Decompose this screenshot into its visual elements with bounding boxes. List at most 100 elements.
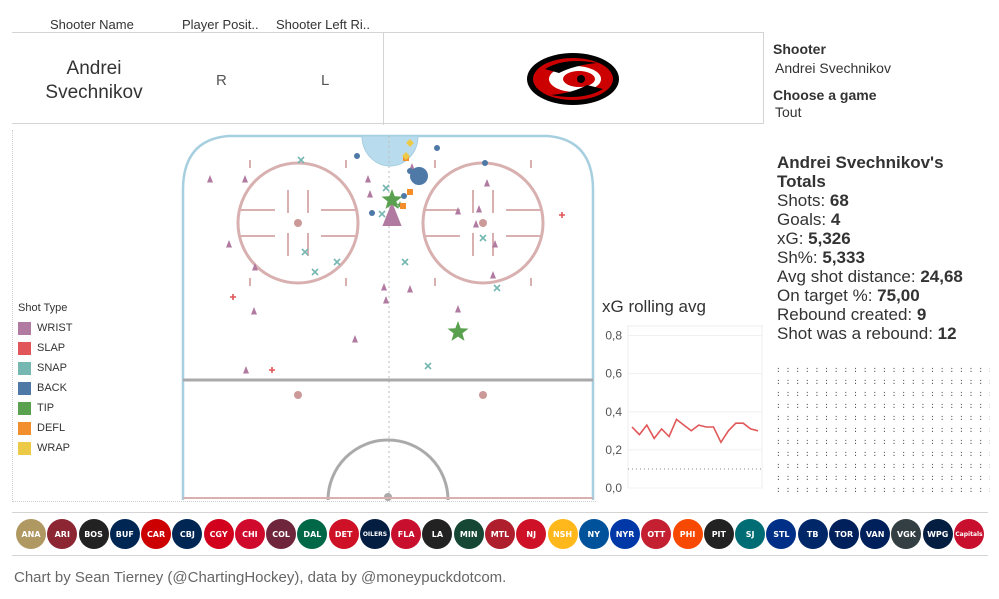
team-logo-mtl[interactable]: MTL [484, 519, 515, 549]
player-name-cell: Andrei Svechnikov [32, 57, 156, 105]
shot-marker-snap[interactable] [333, 258, 341, 266]
shot-marker-snap[interactable] [479, 234, 487, 242]
shot-marker-wrist[interactable] [455, 207, 461, 215]
shooter-filter-value[interactable]: Andrei Svechnikov [775, 60, 891, 76]
shot-marker-wrist[interactable] [352, 335, 358, 343]
shot-marker-snap[interactable] [297, 156, 305, 164]
totals-value: 12 [937, 324, 957, 343]
shot-marker-defl[interactable] [407, 189, 413, 195]
shot-marker-back[interactable] [482, 160, 488, 166]
team-logo-dal[interactable]: DAL [297, 519, 328, 549]
shot-marker-back[interactable] [434, 145, 440, 151]
legend-item-tip[interactable]: TIP [18, 398, 72, 418]
shot-marker-wrist[interactable] [383, 296, 389, 304]
shot-marker-back[interactable] [410, 167, 428, 185]
shot-marker-tip[interactable] [381, 189, 403, 209]
team-logo-nsh[interactable]: NSH [547, 519, 578, 549]
legend-item-defl[interactable]: DEFL [18, 418, 72, 438]
shot-marker-wrist[interactable] [484, 179, 490, 187]
shot-marker-wrist[interactable] [367, 190, 373, 198]
col-header-shooter-side[interactable]: Shooter Left Ri.. [276, 17, 370, 32]
shot-marker-snap[interactable] [382, 184, 390, 192]
col-header-player-position[interactable]: Player Posit.. [182, 17, 259, 32]
team-logo-cbj[interactable]: CBJ [172, 519, 203, 549]
team-logo-van[interactable]: VAN [860, 519, 891, 549]
series-line[interactable] [631, 418, 759, 444]
shot-marker-wrist[interactable] [226, 240, 232, 248]
legend-item-slap[interactable]: SLAP [18, 338, 72, 358]
shot-marker-wrist[interactable] [207, 175, 213, 183]
shot-marker-snap[interactable] [301, 248, 309, 256]
team-logo-ott[interactable]: OTT [641, 519, 672, 549]
team-logo-wpg[interactable]: WPG [922, 519, 953, 549]
team-logo-vgk[interactable]: VGK [891, 519, 922, 549]
legend-item-wrap[interactable]: WRAP [18, 438, 72, 458]
team-logo-nyr[interactable]: NYR [610, 519, 641, 549]
shot-marker-back[interactable] [354, 153, 360, 159]
team-logo-cgy[interactable]: CGY [203, 519, 234, 549]
totals-label: Goals: [777, 210, 831, 229]
shot-marker-wrist[interactable] [492, 240, 498, 248]
shot-marker-wrap[interactable] [402, 152, 410, 160]
shot-marker-wrist[interactable] [242, 175, 248, 183]
shot-marker-wrist[interactable] [243, 366, 249, 374]
team-logo-nj[interactable]: NJ [516, 519, 547, 549]
shot-marker-wrist[interactable] [252, 263, 258, 271]
shot-marker-snap[interactable] [401, 258, 409, 266]
team-logo-buf[interactable]: BUF [109, 519, 140, 549]
shot-marker-wrist[interactable] [473, 220, 479, 228]
shot-marker-wrist[interactable] [365, 175, 371, 183]
totals-label: Avg shot distance: [777, 267, 921, 286]
legend-label: DEFL [37, 422, 66, 434]
team-logo-sj[interactable]: SJ [735, 519, 766, 549]
legend-swatch [18, 421, 31, 435]
shot-marker-snap[interactable] [493, 284, 501, 292]
team-logo-ana[interactable]: ANA [16, 519, 46, 549]
shot-marker-slap[interactable] [559, 212, 565, 218]
team-logo-min[interactable]: MIN [453, 519, 484, 549]
team-logo-bos[interactable]: BOS [78, 519, 109, 549]
rink-panel [12, 130, 596, 502]
col-header-shooter-name[interactable]: Shooter Name [50, 17, 134, 32]
shot-marker-back[interactable] [401, 193, 407, 199]
team-logo-pit[interactable]: PIT [703, 519, 734, 549]
legend-item-back[interactable]: BACK [18, 378, 72, 398]
team-logo-ari[interactable]: ARI [47, 519, 78, 549]
legend-item-wrist[interactable]: WRIST [18, 318, 72, 338]
team-logo-capitals[interactable]: Capitals [953, 519, 984, 549]
shot-marker-wrist[interactable] [251, 307, 257, 315]
team-logo-oilers[interactable]: OILERS [359, 519, 390, 549]
shot-marker-wrist[interactable] [381, 283, 387, 291]
team-logo-col[interactable]: COL [266, 519, 297, 549]
y-tick-label: 0,0 [605, 481, 622, 495]
shot-marker-slap[interactable] [269, 367, 275, 373]
totals-title-2: Totals [777, 172, 826, 191]
shot-marker-back[interactable] [369, 210, 375, 216]
shot-marker-wrist[interactable] [490, 271, 496, 279]
shot-marker-snap[interactable] [378, 210, 386, 218]
team-logo-stl[interactable]: STL [766, 519, 797, 549]
game-filter-value[interactable]: Tout [775, 104, 802, 120]
totals-row: Goals: 4 [777, 210, 963, 229]
team-logo-det[interactable]: DET [328, 519, 359, 549]
team-logo-la[interactable]: LA [422, 519, 453, 549]
team-logo-tb[interactable]: TB [797, 519, 828, 549]
shot-marker-wrap[interactable] [406, 139, 414, 147]
team-logo-ny[interactable]: NY [578, 519, 609, 549]
legend-item-snap[interactable]: SNAP [18, 358, 72, 378]
shot-marker-defl[interactable] [400, 203, 406, 209]
shot-marker-slap[interactable] [230, 294, 236, 300]
shot-marker-snap[interactable] [311, 268, 319, 276]
team-logo-tor[interactable]: TOR [828, 519, 859, 549]
shot-marker-wrist[interactable] [382, 202, 402, 226]
team-logo-car[interactable]: CAR [141, 519, 172, 549]
shot-marker-wrist[interactable] [476, 205, 482, 213]
team-logo-fla[interactable]: FLA [391, 519, 422, 549]
shot-marker-tip[interactable] [447, 321, 469, 341]
team-logo-phi[interactable]: PHI [672, 519, 703, 549]
shot-marker-wrist[interactable] [455, 305, 461, 313]
shot-marker-snap[interactable] [424, 362, 432, 370]
team-logo-chi[interactable]: CHI [234, 519, 265, 549]
shot-marker-wrist[interactable] [407, 285, 413, 293]
